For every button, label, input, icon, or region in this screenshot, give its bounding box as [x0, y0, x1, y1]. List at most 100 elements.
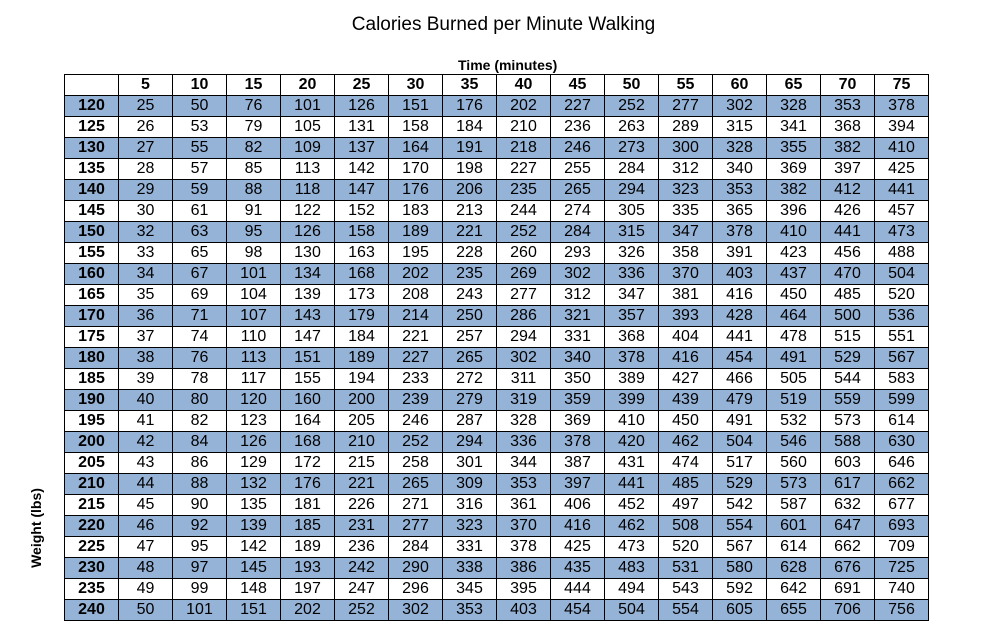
table-cell: 319 [496, 389, 551, 411]
table-cell: 78 [172, 368, 227, 390]
table-cell: 184 [334, 326, 389, 348]
table-cell: 164 [388, 137, 443, 159]
table-cell: 86 [172, 452, 227, 474]
table-cell: 90 [172, 494, 227, 516]
table-cell: 27 [118, 137, 173, 159]
table-cell: 250 [442, 305, 497, 327]
table-cell: 542 [712, 494, 767, 516]
table-cell: 444 [550, 578, 605, 600]
chart-title: Calories Burned per Minute Walking [351, 14, 656, 35]
table-cell: 338 [442, 557, 497, 579]
table-cell: 172 [280, 452, 335, 474]
table-cell: 65 [172, 242, 227, 264]
table-cell: 227 [550, 95, 605, 117]
table-cell: 231 [334, 515, 389, 537]
table-cell: 67 [172, 263, 227, 285]
table-cell: 431 [604, 452, 659, 474]
table-cell: 646 [874, 452, 929, 474]
table-cell: 110 [226, 326, 281, 348]
table-cell: 257 [442, 326, 497, 348]
table-cell: 184 [442, 116, 497, 138]
table-cell: 29 [118, 179, 173, 201]
row-header: 150 [64, 221, 119, 243]
row-header: 210 [64, 473, 119, 495]
table-cell: 246 [388, 410, 443, 432]
row-header: 190 [64, 389, 119, 411]
table-cell: 592 [712, 578, 767, 600]
table-cell: 44 [118, 473, 173, 495]
table-cell: 412 [820, 179, 875, 201]
table-cell: 143 [280, 305, 335, 327]
table-row: 215 45 90 135 181 226 271 316 361 406 452 497 542 587… [64, 494, 929, 516]
table-cell: 551 [874, 326, 929, 348]
table-cell: 95 [172, 536, 227, 558]
table-cell: 189 [334, 347, 389, 369]
table-cell: 36 [118, 305, 173, 327]
table-cell: 662 [820, 536, 875, 558]
table-cell: 706 [820, 599, 875, 621]
table-cell: 358 [658, 242, 713, 264]
table-cell: 228 [442, 242, 497, 264]
table-cell: 152 [334, 200, 389, 222]
calorie-table: 5 10 15 20 25 30 35 40 45 50 55 60 65 70 75 120 25 50 76 1… [64, 74, 929, 621]
table-cell: 441 [874, 179, 929, 201]
table-cell: 59 [172, 179, 227, 201]
table-cell: 302 [496, 347, 551, 369]
table-row: 205 43 86 129 172 215 258 301 344 387 431 474 517 560… [64, 452, 929, 474]
table-cell: 195 [388, 242, 443, 264]
table-row: 240 50 101 151 202 252 302 353 403 454 504 554 605 65… [64, 599, 929, 621]
table-cell: 236 [334, 536, 389, 558]
table-cell: 587 [766, 494, 821, 516]
table-row: 170 36 71 107 143 179 214 250 286 321 357 393 428 464… [64, 305, 929, 327]
table-cell: 99 [172, 578, 227, 600]
table-cell: 381 [658, 284, 713, 306]
table-cell: 617 [820, 473, 875, 495]
table-cell: 756 [874, 599, 929, 621]
table-cell: 227 [388, 347, 443, 369]
table-cell: 316 [442, 494, 497, 516]
table-cell: 387 [550, 452, 605, 474]
table-cell: 197 [280, 578, 335, 600]
table-cell: 504 [712, 431, 767, 453]
table-cell: 378 [874, 95, 929, 117]
column-header: 70 [820, 74, 875, 96]
table-cell: 428 [712, 305, 767, 327]
row-header: 225 [64, 536, 119, 558]
table-cell: 546 [766, 431, 821, 453]
table-cell: 614 [874, 410, 929, 432]
table-cell: 462 [658, 431, 713, 453]
table-cell: 50 [118, 599, 173, 621]
table-cell: 155 [280, 368, 335, 390]
table-cell: 30 [118, 200, 173, 222]
table-cell: 466 [712, 368, 767, 390]
table-cell: 357 [604, 305, 659, 327]
table-cell: 300 [658, 137, 713, 159]
column-header: 30 [388, 74, 443, 96]
table-cell: 151 [280, 347, 335, 369]
table-cell: 286 [496, 305, 551, 327]
table-cell: 277 [388, 515, 443, 537]
table-cell: 353 [712, 179, 767, 201]
row-header: 175 [64, 326, 119, 348]
table-cell: 120 [226, 389, 281, 411]
table-cell: 601 [766, 515, 821, 537]
table-cell: 42 [118, 431, 173, 453]
table-cell: 437 [766, 263, 821, 285]
row-header: 235 [64, 578, 119, 600]
table-cell: 57 [172, 158, 227, 180]
table-cell: 410 [604, 410, 659, 432]
table-cell: 676 [820, 557, 875, 579]
table-cell: 642 [766, 578, 821, 600]
table-cell: 473 [874, 221, 929, 243]
table-cell: 588 [820, 431, 875, 453]
table-cell: 202 [280, 599, 335, 621]
table-cell: 113 [280, 158, 335, 180]
table-cell: 269 [496, 263, 551, 285]
table-cell: 130 [280, 242, 335, 264]
table-cell: 242 [334, 557, 389, 579]
table-cell: 76 [226, 95, 281, 117]
table-cell: 406 [550, 494, 605, 516]
table-cell: 277 [658, 95, 713, 117]
table-cell: 369 [766, 158, 821, 180]
column-header: 55 [658, 74, 713, 96]
